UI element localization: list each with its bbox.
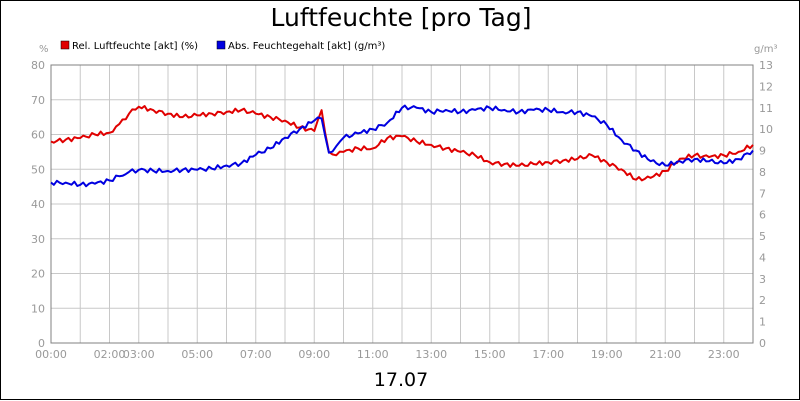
y-left-tick-label: 30 xyxy=(31,233,45,246)
y-right-tick-label: 4 xyxy=(759,251,766,264)
y-left-tick-label: 20 xyxy=(31,268,45,281)
y-right-tick-label: 12 xyxy=(759,80,773,93)
x-tick-label: 17:00 xyxy=(532,348,564,361)
date-label: 17.07 xyxy=(373,369,429,391)
x-tick-label: 00:00 xyxy=(35,348,67,361)
y-right-tick-label: 10 xyxy=(759,123,773,136)
y-right-tick-label: 8 xyxy=(759,166,766,179)
y-left-tick-label: 60 xyxy=(31,129,45,142)
x-tick-label: 02:00 xyxy=(94,348,126,361)
y-left-tick-label: 0 xyxy=(38,337,45,350)
y-right-tick-label: 9 xyxy=(759,145,766,158)
legend-label: Rel. Luftfeuchte [akt] (%) xyxy=(72,41,198,52)
y-right-tick-label: 13 xyxy=(759,59,773,72)
y-right-tick-label: 1 xyxy=(759,316,766,329)
legend-swatch xyxy=(216,40,226,50)
x-tick-label: 11:00 xyxy=(357,348,389,361)
series-line-abs-humidity xyxy=(50,104,754,188)
y-left-tick-label: 50 xyxy=(31,163,45,176)
y-right-unit: g/m³ xyxy=(754,44,777,55)
legend-label: Abs. Feuchtegehalt [akt] (g/m³) xyxy=(228,41,385,52)
y-left-tick-label: 40 xyxy=(31,198,45,211)
chart-title: Luftfeuchte [pro Tag] xyxy=(270,3,532,32)
y-left-tick-label: 70 xyxy=(31,94,45,107)
y-right-tick-label: 3 xyxy=(759,273,766,286)
x-tick-label: 19:00 xyxy=(591,348,623,361)
series-line-rel-humidity xyxy=(50,105,754,182)
y-right-tick-label: 6 xyxy=(759,209,766,222)
legend-swatch xyxy=(60,40,70,50)
x-tick-label: 09:00 xyxy=(298,348,330,361)
y-right-tick-label: 5 xyxy=(759,230,766,243)
y-left-unit: % xyxy=(39,44,49,55)
y-left-tick-label: 10 xyxy=(31,302,45,315)
plot-border xyxy=(50,64,754,344)
y-right-tick-label: 7 xyxy=(759,187,766,200)
y-right-tick-label: 2 xyxy=(759,294,766,307)
x-tick-label: 21:00 xyxy=(649,348,681,361)
y-right-tick-label: 0 xyxy=(759,337,766,350)
y-right-tick-label: 11 xyxy=(759,102,773,115)
x-tick-label: 23:00 xyxy=(708,348,740,361)
x-tick-label: 03:00 xyxy=(123,348,155,361)
x-tick-label: 15:00 xyxy=(474,348,506,361)
x-tick-label: 13:00 xyxy=(415,348,447,361)
y-left-tick-label: 80 xyxy=(31,59,45,72)
x-tick-label: 07:00 xyxy=(240,348,272,361)
x-tick-label: 05:00 xyxy=(181,348,213,361)
